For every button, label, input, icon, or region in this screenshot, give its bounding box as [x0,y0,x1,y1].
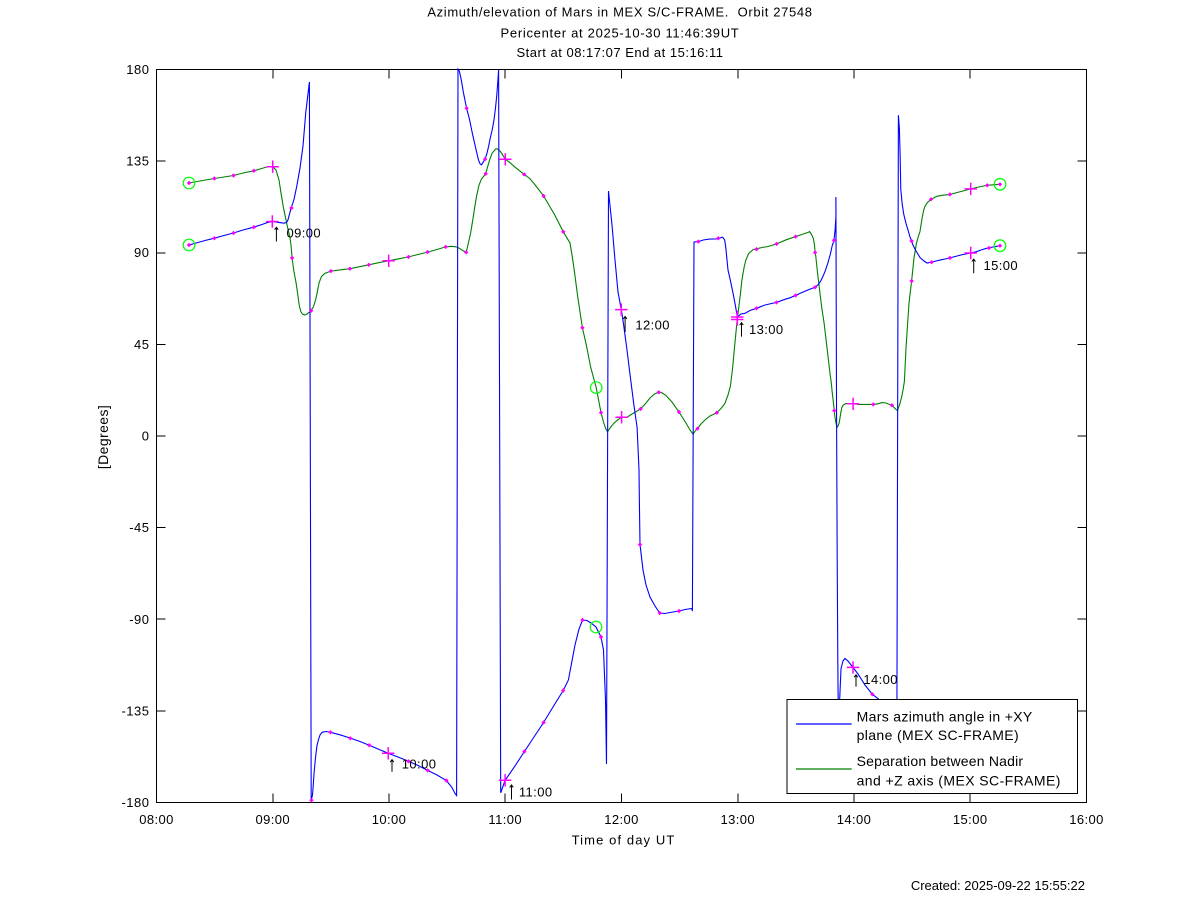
svg-text:45: 45 [134,337,149,352]
svg-text:10:00: 10:00 [402,757,437,772]
svg-text:16:00: 16:00 [1069,812,1104,827]
svg-text:-135: -135 [121,703,149,718]
svg-text:15:00: 15:00 [953,812,988,827]
svg-text:Azimuth/elevation of Mars in M: Azimuth/elevation of Mars in MEX S/C-FRA… [427,5,812,20]
svg-text:13:00: 13:00 [749,322,784,337]
svg-text:-45: -45 [129,520,149,535]
svg-text:12:00: 12:00 [635,318,670,333]
svg-text:09:00: 09:00 [287,226,322,241]
svg-text:135: 135 [126,154,149,169]
svg-text:11:00: 11:00 [519,785,553,800]
svg-text:180: 180 [126,62,149,77]
svg-text:Pericenter at 2025-10-30 11:46: Pericenter at 2025-10-30 11:46:39UT [501,26,740,41]
svg-text:10:00: 10:00 [372,812,407,827]
svg-text:Mars azimuth angle in +XY: Mars azimuth angle in +XY [857,709,1033,725]
svg-text:11:00: 11:00 [488,812,522,827]
svg-text:and +Z axis (MEX SC-FRAME): and +Z axis (MEX SC-FRAME) [857,773,1061,789]
svg-text:Time of day UT: Time of day UT [572,833,676,848]
svg-text:-90: -90 [129,612,149,627]
svg-text:0: 0 [142,429,150,444]
svg-text:09:00: 09:00 [256,812,291,827]
svg-text:[Degrees]: [Degrees] [95,405,111,469]
svg-text:Created: 2025-09-22 15:55:22: Created: 2025-09-22 15:55:22 [911,878,1085,893]
svg-text:14:00: 14:00 [837,812,872,827]
svg-text:Start at 08:17:07 End at 15:16: Start at 08:17:07 End at 15:16:11 [516,45,723,60]
svg-text:13:00: 13:00 [721,812,756,827]
svg-text:-180: -180 [121,795,149,810]
svg-text:14:00: 14:00 [863,672,898,687]
svg-text:plane (MEX SC-FRAME): plane (MEX SC-FRAME) [857,727,1019,743]
svg-text:12:00: 12:00 [604,812,639,827]
svg-text:08:00: 08:00 [139,812,174,827]
svg-text:90: 90 [134,245,149,260]
svg-text:Separation between Nadir: Separation between Nadir [857,753,1024,769]
svg-text:15:00: 15:00 [984,258,1019,273]
